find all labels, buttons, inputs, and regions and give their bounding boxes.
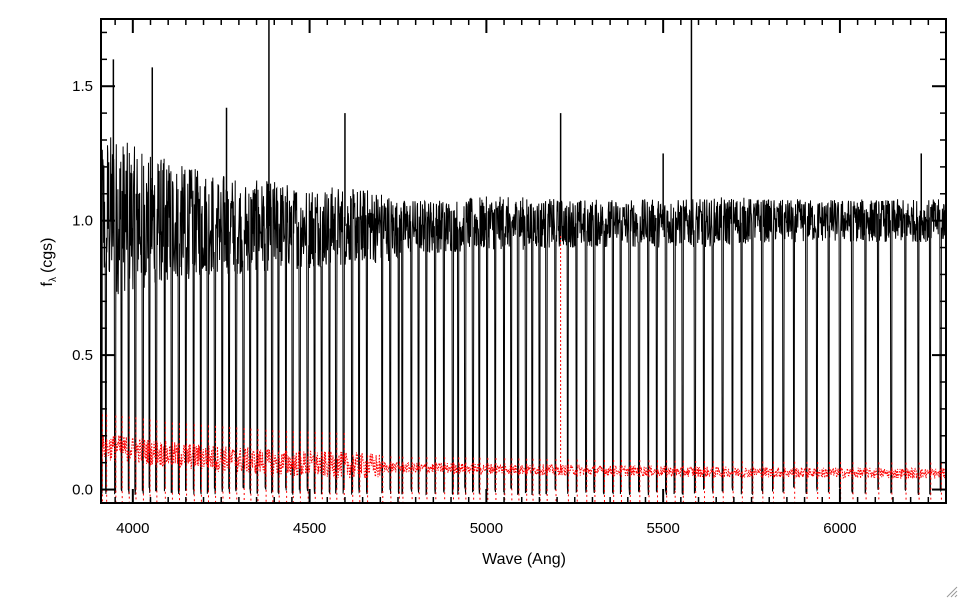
y-axis-label-unit: (cgs) [39,237,56,273]
series-flux [101,19,946,496]
x-tick-label: 4000 [116,520,149,537]
x-tick-label: 4500 [293,520,326,537]
x-tick-label: 6000 [823,520,856,537]
svg-text:fλ(cgs): fλ (cgs) [39,237,59,286]
series-layer [101,19,946,503]
y-tick-label: 1.0 [72,213,93,230]
axes-layer: 4000 4500 5000 5500 6000 0.0 0.5 1.0 1.5 [72,19,947,537]
error-line [101,433,946,480]
plot-frame [100,18,947,504]
flux-line [101,137,946,496]
x-tick-label: 5000 [470,520,503,537]
resize-grip-icon[interactable] [944,584,958,598]
y-tick-label: 0.5 [72,347,93,364]
y-axis-label: fλ (cgs) [39,237,59,286]
x-tick-label: 5500 [646,520,679,537]
y-axis-label-main: f [39,282,56,287]
y-axis-label-sub: λ [48,277,59,282]
y-tick-label: 1.5 [72,78,93,95]
x-axis-label: Wave (Ang) [482,551,566,568]
y-tick-label: 0.0 [72,482,93,499]
series-error [101,234,946,503]
